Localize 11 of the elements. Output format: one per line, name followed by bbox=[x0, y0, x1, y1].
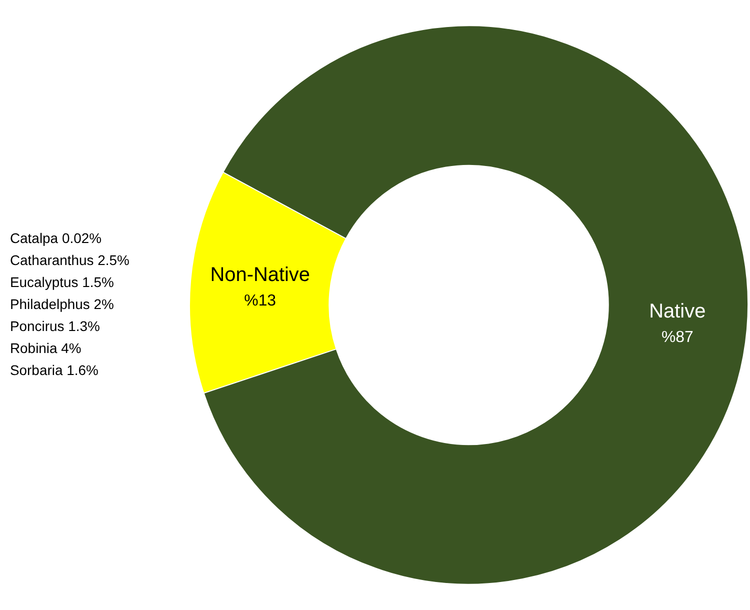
text: Philadelphus 2% bbox=[10, 296, 114, 312]
data-label: %13 bbox=[244, 292, 276, 310]
text: Catharanthus 2.5% bbox=[10, 252, 130, 268]
text: Robinia 4% bbox=[10, 340, 82, 356]
slice-label: Non-Native bbox=[210, 264, 310, 286]
text: Eucalyptus 1.5% bbox=[10, 274, 114, 290]
slice-label: Native bbox=[649, 300, 706, 322]
text: Sorbaria 1.6% bbox=[10, 362, 98, 378]
text: Catalpa 0.02% bbox=[10, 230, 102, 246]
data-label: %87 bbox=[661, 329, 694, 346]
text: Poncirus 1.3% bbox=[10, 318, 100, 334]
